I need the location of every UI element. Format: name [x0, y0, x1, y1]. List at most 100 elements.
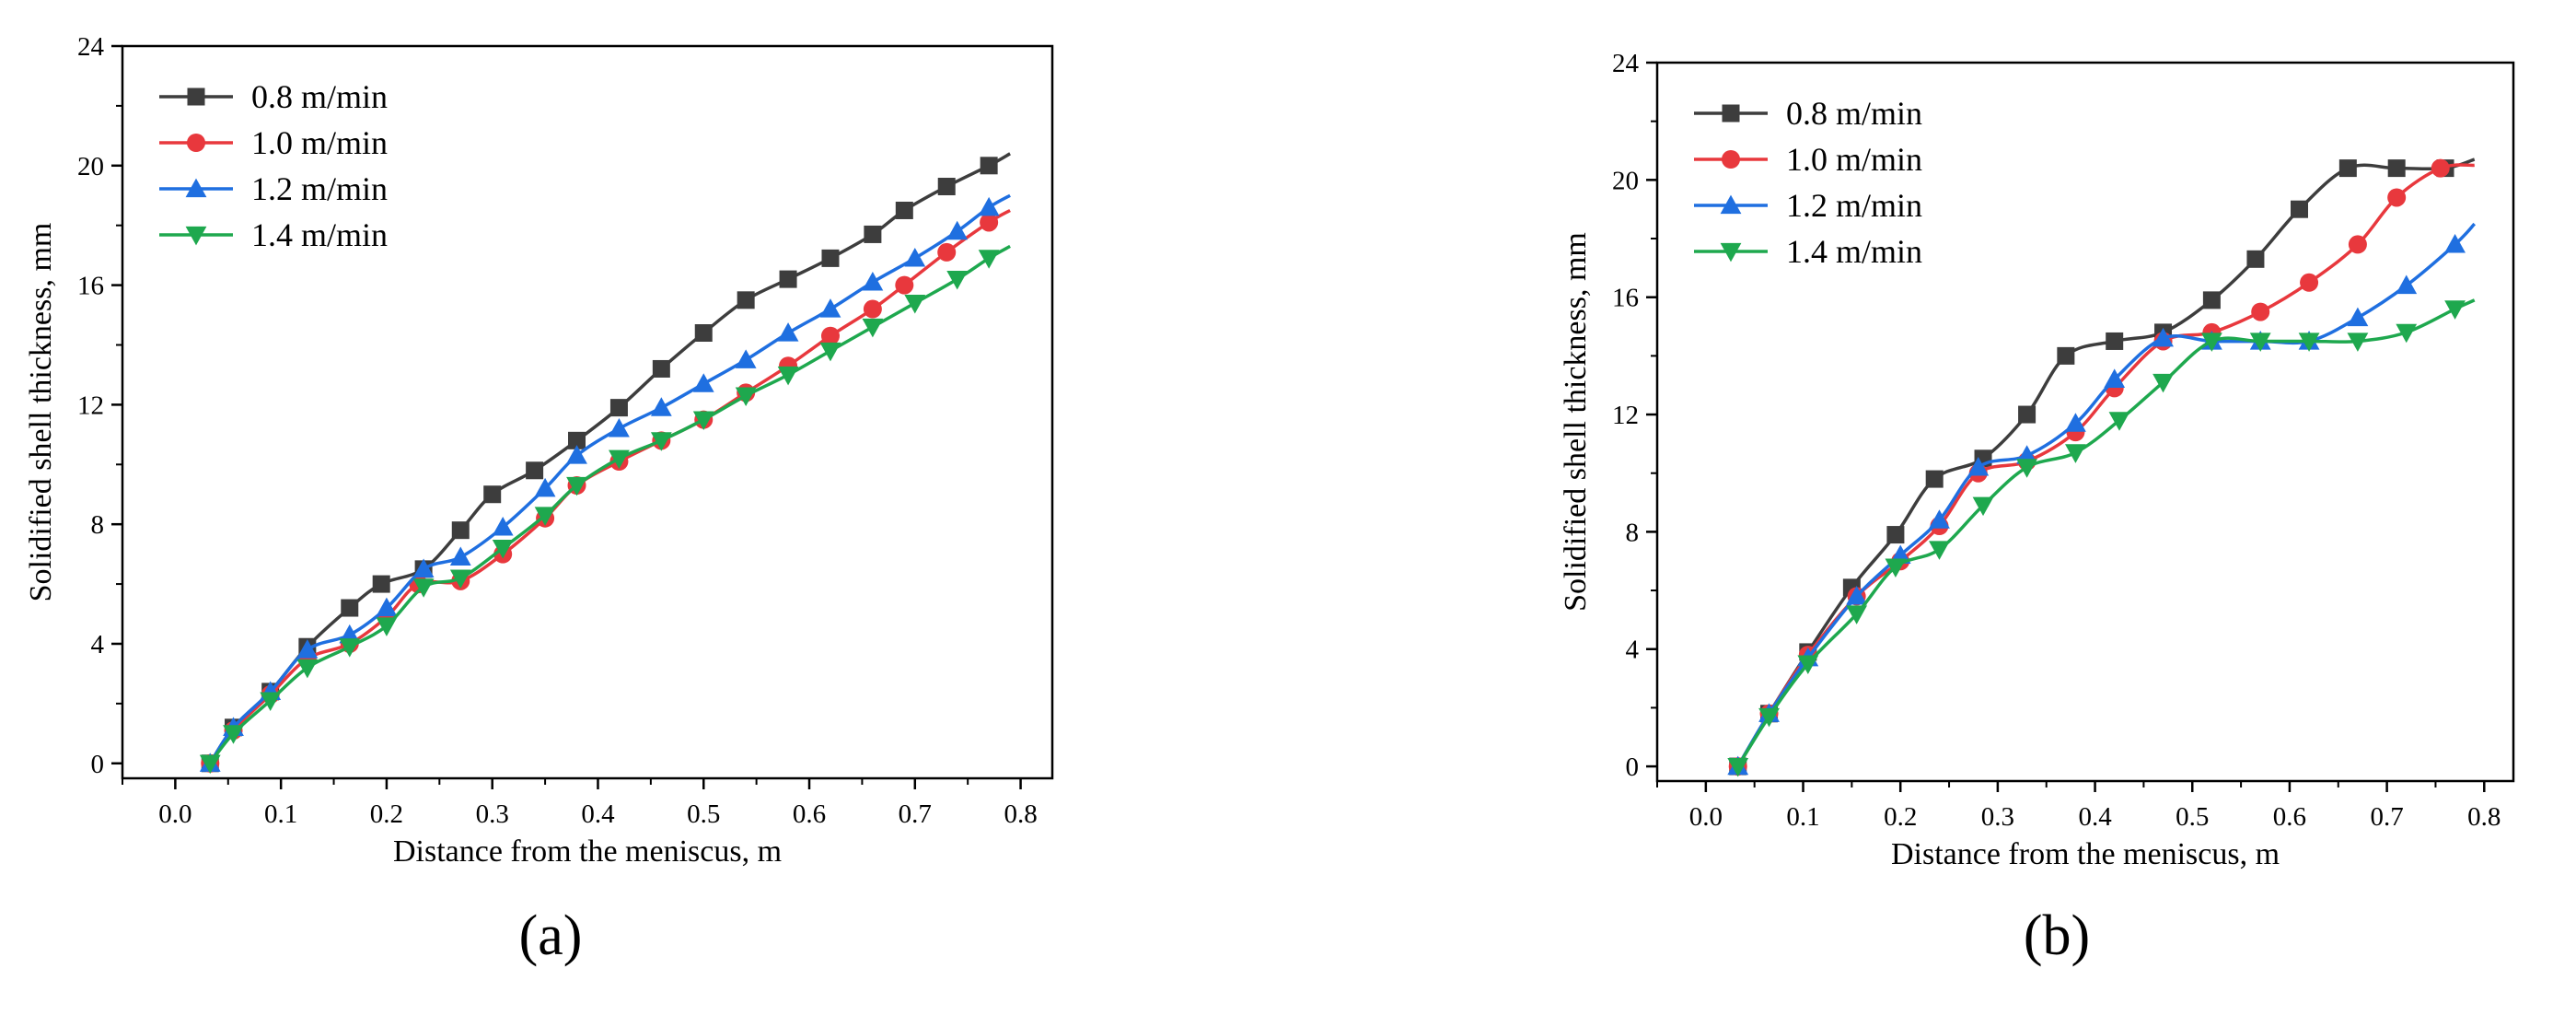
x-tick-label: 0.6	[2273, 802, 2306, 832]
data-point	[1929, 509, 1950, 529]
x-tick-label: 0.3	[476, 799, 509, 829]
data-point	[2016, 459, 2037, 478]
data-point	[2200, 332, 2222, 352]
data-point	[692, 411, 714, 431]
y-tick-label: 8	[1626, 518, 1640, 547]
data-point	[1885, 558, 1907, 578]
legend-item: 1.2 m/min	[1694, 187, 1922, 224]
legend-item: 1.4 m/min	[1694, 233, 1922, 270]
data-point	[566, 476, 587, 496]
y-tick-label: 20	[77, 152, 104, 181]
data-point	[863, 299, 882, 319]
x-tick-label: 0.2	[1884, 802, 1917, 832]
data-point	[2396, 323, 2418, 344]
plot-frame	[121, 44, 1054, 780]
chart-panel-a: 0.0 0.1 0.2 0.3 0.4 0.5 0.6 0.7 0.8 0 4 8 12 16 20 24 Di…	[24, 32, 1054, 967]
data-point	[862, 318, 884, 338]
data-point	[2347, 307, 2369, 327]
legend-item: 1.0 m/min	[159, 124, 388, 161]
y-tick-label: 16	[77, 272, 104, 301]
data-point	[895, 201, 913, 219]
data-point	[694, 324, 713, 343]
series-1-2-m-min	[199, 193, 1011, 772]
data-point	[2444, 300, 2466, 320]
data-point	[820, 326, 840, 345]
x-tick-label: 0.4	[581, 799, 615, 829]
data-point	[341, 599, 359, 617]
data-point	[566, 445, 587, 464]
data-point	[904, 247, 926, 267]
series-line	[1736, 222, 2477, 767]
data-point	[2018, 405, 2036, 424]
series-1-4-m-min	[199, 244, 1011, 775]
data-point	[946, 220, 969, 240]
legend-item: 1.2 m/min	[159, 170, 388, 207]
legend-marker	[185, 178, 207, 198]
series-line	[208, 152, 1011, 764]
series-line	[208, 244, 1011, 764]
panel-label: (a)	[519, 904, 583, 967]
data-point	[777, 366, 799, 386]
data-point	[819, 342, 841, 362]
y-tick-label: 8	[91, 510, 105, 540]
data-point	[2300, 273, 2319, 292]
data-point	[2291, 200, 2308, 218]
chart-panel-b: 0.0 0.1 0.2 0.3 0.4 0.5 0.6 0.7 0.8 0 4 8 12 16 20 24 Di…	[1559, 49, 2515, 967]
legend-label: 1.2 m/min	[251, 170, 388, 207]
data-point	[937, 178, 956, 196]
series-line	[208, 193, 1011, 764]
data-point	[372, 575, 390, 593]
legend-label: 0.8 m/min	[1786, 95, 1922, 132]
x-tick-label: 0.4	[2078, 802, 2112, 832]
x-tick-label: 0.8	[1004, 799, 1037, 829]
panel-label: (b)	[2024, 904, 2090, 967]
x-tick-label: 0.0	[1689, 802, 1723, 832]
legend-label: 1.0 m/min	[251, 124, 388, 161]
legend-label: 0.8 m/min	[251, 78, 388, 115]
data-point	[376, 597, 398, 617]
data-point	[735, 387, 757, 407]
data-point	[339, 638, 361, 658]
data-point	[2152, 373, 2174, 393]
data-point	[296, 659, 319, 679]
x-tick-label: 0.8	[2467, 802, 2501, 832]
legend-marker	[1720, 242, 1742, 262]
data-point	[692, 373, 714, 392]
data-point	[449, 546, 471, 566]
data-point	[412, 558, 435, 578]
x-tick-label: 0.1	[264, 799, 297, 829]
legend-label: 1.4 m/min	[1786, 233, 1922, 270]
y-tick-label: 4	[1626, 636, 1640, 665]
legend-marker	[187, 134, 205, 152]
legend-item: 1.4 m/min	[159, 216, 388, 253]
legend-item: 0.8 m/min	[159, 78, 388, 115]
y-tick-label: 20	[1612, 166, 1639, 195]
x-tick-label: 0.3	[1981, 802, 2014, 832]
data-point	[1925, 470, 1944, 488]
data-point	[260, 692, 282, 712]
legend-item: 1.0 m/min	[1694, 141, 1922, 178]
data-point	[650, 432, 672, 451]
data-point	[1972, 496, 1994, 517]
data-point	[223, 725, 244, 744]
data-point	[862, 271, 884, 291]
data-point	[735, 349, 757, 368]
data-point	[449, 569, 471, 589]
data-point	[2249, 332, 2271, 352]
data-point	[1846, 586, 1868, 605]
data-point	[2298, 332, 2320, 352]
legend-label: 1.4 m/min	[251, 216, 388, 253]
y-tick-label: 12	[1612, 401, 1639, 430]
data-point	[895, 275, 914, 295]
data-point	[904, 294, 926, 314]
series-1-0-m-min	[201, 208, 1011, 773]
series-line	[1736, 298, 2476, 768]
data-point	[2246, 250, 2265, 268]
data-point	[2106, 332, 2124, 350]
x-axis-label: Distance from the meniscus, m	[393, 834, 782, 869]
data-point	[864, 225, 882, 243]
data-point	[2431, 158, 2450, 178]
data-point	[2444, 233, 2466, 253]
data-point	[492, 517, 514, 536]
series-1-4-m-min	[1727, 298, 2476, 777]
